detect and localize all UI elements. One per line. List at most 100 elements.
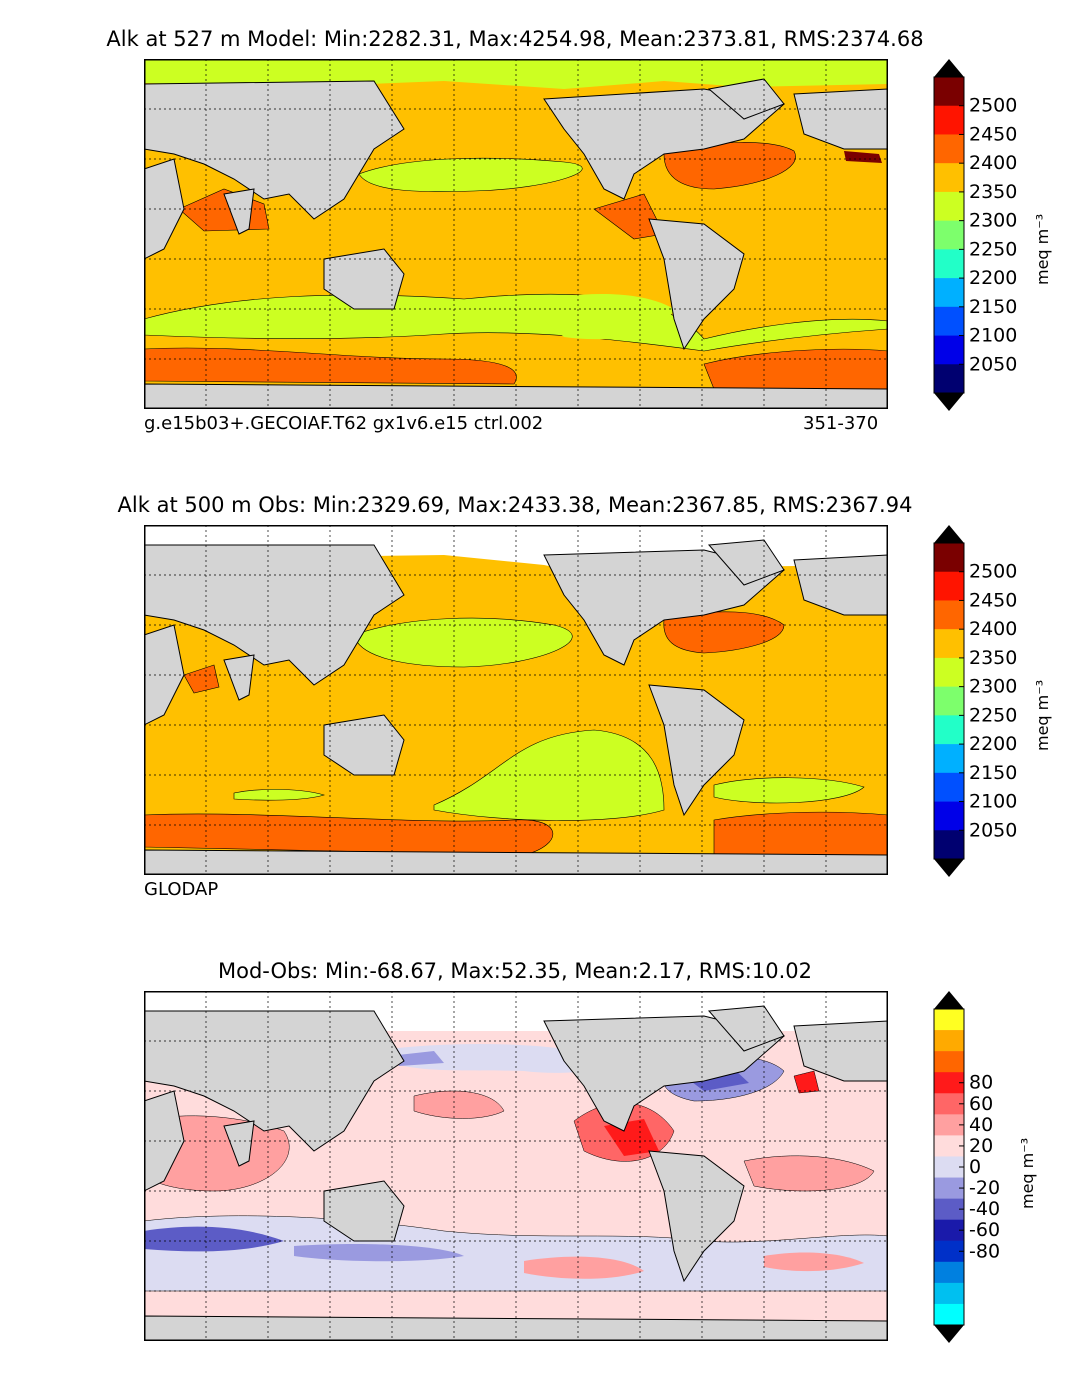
land-europe [793, 88, 888, 150]
colorbar-segment [934, 1219, 964, 1242]
caption-left: GLODAP [144, 879, 219, 900]
colorbar-segment [934, 335, 964, 365]
field-southern-neg-3 [294, 1244, 464, 1262]
colorbar-segment [934, 1240, 964, 1263]
land-eurasia [144, 1010, 405, 1152]
colorbar-segment [934, 772, 964, 802]
colorbar-segment [934, 830, 964, 860]
colorbar-over-triangle [934, 991, 964, 1009]
colorbar-frame [933, 542, 965, 860]
colorbar-tick-label: 2250 [969, 704, 1017, 726]
field-mediterranean [844, 151, 882, 163]
map-frame [144, 991, 888, 1341]
colorbar-tick-label: 2200 [969, 267, 1017, 289]
field-southern-band [144, 293, 888, 352]
land-eurasia [144, 544, 405, 686]
land-south-america [648, 684, 745, 817]
field-south-atlantic-pos [743, 1155, 875, 1192]
colorbar-segment [934, 105, 964, 135]
colorbar-segment [934, 306, 964, 336]
colorbar-model: 2500 2450 2400 2350 2300 2250 2200 2150 2100 2050… [933, 59, 1052, 411]
colorbar-svg: 2500 2450 2400 2350 2300 2250 2200 2150 2100 2050 [933, 59, 1017, 411]
colorbar-segment [934, 364, 964, 394]
colorbar-segment [934, 249, 964, 279]
colorbar-tick-label: 2350 [969, 181, 1017, 203]
land-europe [793, 1020, 888, 1082]
colorbar-obs: 2500 2450 2400 2350 2300 2250 2200 2150 2100 2050… [933, 525, 1052, 877]
colorbar-segment [934, 1009, 964, 1031]
colorbar-tick-label: 2100 [969, 325, 1017, 347]
field-south-atlantic [713, 777, 865, 804]
panel-title: Mod-Obs: Min:-68.67, Max:52.35, Mean:2.1… [218, 959, 812, 983]
colorbar-tick-label: 20 [969, 1135, 993, 1157]
land-india [223, 1120, 255, 1167]
colorbar-segment [934, 1114, 964, 1136]
colorbar-label: meq m⁻³ [1033, 213, 1052, 285]
landmasses [144, 1005, 888, 1341]
land-india [223, 654, 255, 701]
graticule [144, 991, 888, 1341]
colorbar-tick-label: 2300 [969, 676, 1017, 698]
caption-left: g.e15b03+.GECOIAF.T62 gx1v6.e15 ctrl.002 [144, 413, 544, 434]
field-southern-ocean-east [713, 811, 888, 856]
colorbar-segment [934, 163, 964, 193]
panel-title: Alk at 500 m Obs: Min:2329.69, Max:2433.… [117, 493, 913, 517]
field-north-atlantic [663, 611, 785, 654]
map-model [144, 59, 888, 409]
land-europe [793, 554, 888, 616]
colorbar-under-triangle [934, 1325, 964, 1343]
field-southern-pos-2 [764, 1252, 864, 1272]
colorbar-segment [934, 686, 964, 716]
colorbar-tick-label: 2250 [969, 238, 1017, 260]
colorbar-segment [934, 1135, 964, 1157]
colorbar-segment [934, 220, 964, 250]
colorbar-tick-label: 0 [969, 1156, 981, 1178]
colorbar-segment [934, 744, 964, 774]
field-north-atlantic [663, 142, 796, 190]
map-obs [144, 525, 888, 875]
land-india [223, 188, 255, 235]
colorbar-segment [934, 543, 964, 573]
land-greenland [707, 1005, 785, 1052]
colorbar-tick-label: 2450 [969, 589, 1017, 611]
colorbar-tick-label: 2050 [969, 353, 1017, 375]
map-svg [144, 991, 888, 1341]
field-southern-pos [524, 1256, 644, 1279]
colorbar-segment [934, 715, 964, 745]
land-eurasia [144, 80, 405, 220]
map-svg [144, 525, 888, 875]
colorbar-tick-label: 2500 [969, 561, 1017, 583]
colorbar-segment [934, 1072, 964, 1094]
panel-diff: Mod-Obs: Min:-68.67, Max:52.35, Mean:2.1… [0, 932, 1089, 1392]
colorbar-tick-label: 2050 [969, 819, 1017, 841]
colorbar-segment [934, 1156, 964, 1178]
colorbar-frame [933, 76, 965, 394]
colorbar-diff: 80 60 40 20 0 -20 -40 -60 -80 meq m⁻³ [933, 991, 1037, 1343]
colorbar-segment [934, 77, 964, 107]
graticule [144, 525, 888, 875]
colorbar-segment [934, 1303, 964, 1326]
field-north-pacific-neg [374, 1044, 606, 1073]
map-frame [144, 59, 888, 409]
colorbar-tick-label: 2300 [969, 210, 1017, 232]
colorbar-tick-label: 2450 [969, 123, 1017, 145]
colorbar-segment [934, 1177, 964, 1199]
colorbar-tick-label: -40 [969, 1198, 1000, 1220]
colorbar-tick-label: 2200 [969, 733, 1017, 755]
land-greenland [707, 539, 785, 586]
field-south-pacific [524, 293, 674, 340]
colorbar-tick-label: 2400 [969, 152, 1017, 174]
colorbar-segment [934, 1051, 964, 1073]
map-diff [144, 991, 888, 1341]
colorbar-segment [934, 1282, 964, 1305]
land-south-america [648, 218, 745, 351]
map-frame [144, 525, 888, 875]
field-north-pacific [358, 157, 583, 192]
colorbar-over-triangle [934, 525, 964, 543]
field-north-pacific [353, 617, 573, 668]
colorbar-tick-label: 2100 [969, 791, 1017, 813]
colorbar-tick-label: 2350 [969, 647, 1017, 669]
colorbar-segment [934, 278, 964, 308]
colorbar-label: meq m⁻³ [1033, 679, 1052, 751]
